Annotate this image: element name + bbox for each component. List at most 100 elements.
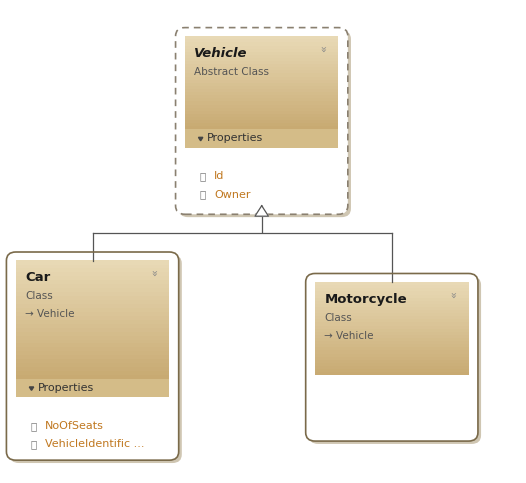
Bar: [185, 64, 338, 67]
Bar: [16, 351, 169, 355]
Text: Properties: Properties: [207, 133, 264, 143]
Bar: [315, 344, 469, 347]
Bar: [16, 319, 169, 324]
Bar: [315, 313, 469, 316]
Bar: [315, 334, 469, 338]
Bar: [185, 120, 338, 123]
Bar: [16, 327, 169, 332]
Bar: [185, 107, 338, 111]
Text: Class: Class: [325, 313, 352, 323]
Bar: [16, 276, 169, 280]
Bar: [315, 350, 469, 354]
Text: NoOfSeats: NoOfSeats: [45, 421, 104, 431]
Bar: [315, 303, 469, 307]
Bar: [16, 268, 169, 272]
Bar: [315, 331, 469, 335]
Bar: [16, 260, 169, 265]
Bar: [185, 48, 338, 52]
Bar: [315, 297, 469, 301]
Bar: [16, 331, 169, 336]
Bar: [315, 341, 469, 344]
Bar: [315, 338, 469, 341]
Bar: [16, 264, 169, 269]
Bar: [16, 299, 169, 304]
Bar: [16, 339, 169, 343]
Bar: [16, 370, 169, 375]
Bar: [315, 359, 469, 363]
Bar: [185, 67, 338, 71]
Bar: [16, 303, 169, 308]
FancyBboxPatch shape: [9, 255, 182, 463]
Bar: [16, 323, 169, 327]
Bar: [16, 272, 169, 276]
Bar: [315, 325, 469, 329]
Bar: [185, 55, 338, 58]
Text: Abstract Class: Abstract Class: [194, 67, 269, 77]
Text: Car: Car: [25, 271, 50, 284]
Text: → Vehicle: → Vehicle: [25, 309, 75, 319]
Bar: [16, 335, 169, 340]
Text: «: «: [319, 45, 329, 52]
Bar: [315, 372, 469, 375]
Bar: [16, 284, 169, 288]
Bar: [315, 366, 469, 369]
Bar: [16, 312, 169, 316]
Bar: [315, 310, 469, 313]
FancyBboxPatch shape: [6, 252, 179, 460]
Bar: [315, 284, 469, 288]
Bar: [315, 319, 469, 323]
Text: 🔧: 🔧: [199, 171, 206, 182]
Bar: [185, 98, 338, 101]
Bar: [16, 375, 169, 379]
Bar: [16, 347, 169, 351]
Text: Vehicle: Vehicle: [194, 47, 248, 60]
FancyBboxPatch shape: [309, 276, 481, 444]
Polygon shape: [255, 206, 268, 216]
Text: VehicleIdentific ...: VehicleIdentific ...: [45, 439, 145, 449]
Bar: [16, 296, 169, 300]
Polygon shape: [198, 137, 203, 141]
Bar: [185, 114, 338, 117]
Bar: [315, 322, 469, 326]
Bar: [315, 328, 469, 332]
Bar: [185, 82, 338, 86]
Bar: [185, 42, 338, 45]
Bar: [315, 356, 469, 360]
Text: «: «: [150, 269, 160, 276]
Bar: [315, 307, 469, 310]
Bar: [185, 57, 338, 61]
Bar: [315, 316, 469, 319]
Bar: [185, 129, 338, 148]
Bar: [185, 92, 338, 95]
Bar: [185, 45, 338, 49]
Bar: [315, 362, 469, 366]
Bar: [315, 353, 469, 356]
Bar: [16, 292, 169, 296]
Bar: [185, 76, 338, 80]
Bar: [185, 79, 338, 83]
Bar: [185, 70, 338, 73]
Text: Owner: Owner: [214, 190, 250, 199]
Bar: [16, 359, 169, 363]
Text: 🔧: 🔧: [31, 439, 37, 449]
Bar: [16, 308, 169, 312]
Bar: [185, 126, 338, 129]
Text: → Vehicle: → Vehicle: [325, 331, 374, 341]
Text: 🔧: 🔧: [199, 190, 206, 199]
Bar: [16, 280, 169, 284]
Bar: [16, 355, 169, 359]
Bar: [185, 95, 338, 99]
Bar: [16, 288, 169, 292]
Bar: [315, 288, 469, 291]
Bar: [185, 101, 338, 104]
Bar: [16, 379, 169, 397]
Text: Motorcycle: Motorcycle: [325, 293, 407, 306]
Bar: [185, 116, 338, 120]
Text: 🔧: 🔧: [31, 421, 37, 431]
Text: Properties: Properties: [38, 383, 95, 393]
Text: Id: Id: [214, 171, 225, 182]
Bar: [315, 347, 469, 351]
Text: Class: Class: [25, 291, 53, 301]
Bar: [185, 85, 338, 89]
FancyBboxPatch shape: [179, 30, 351, 217]
